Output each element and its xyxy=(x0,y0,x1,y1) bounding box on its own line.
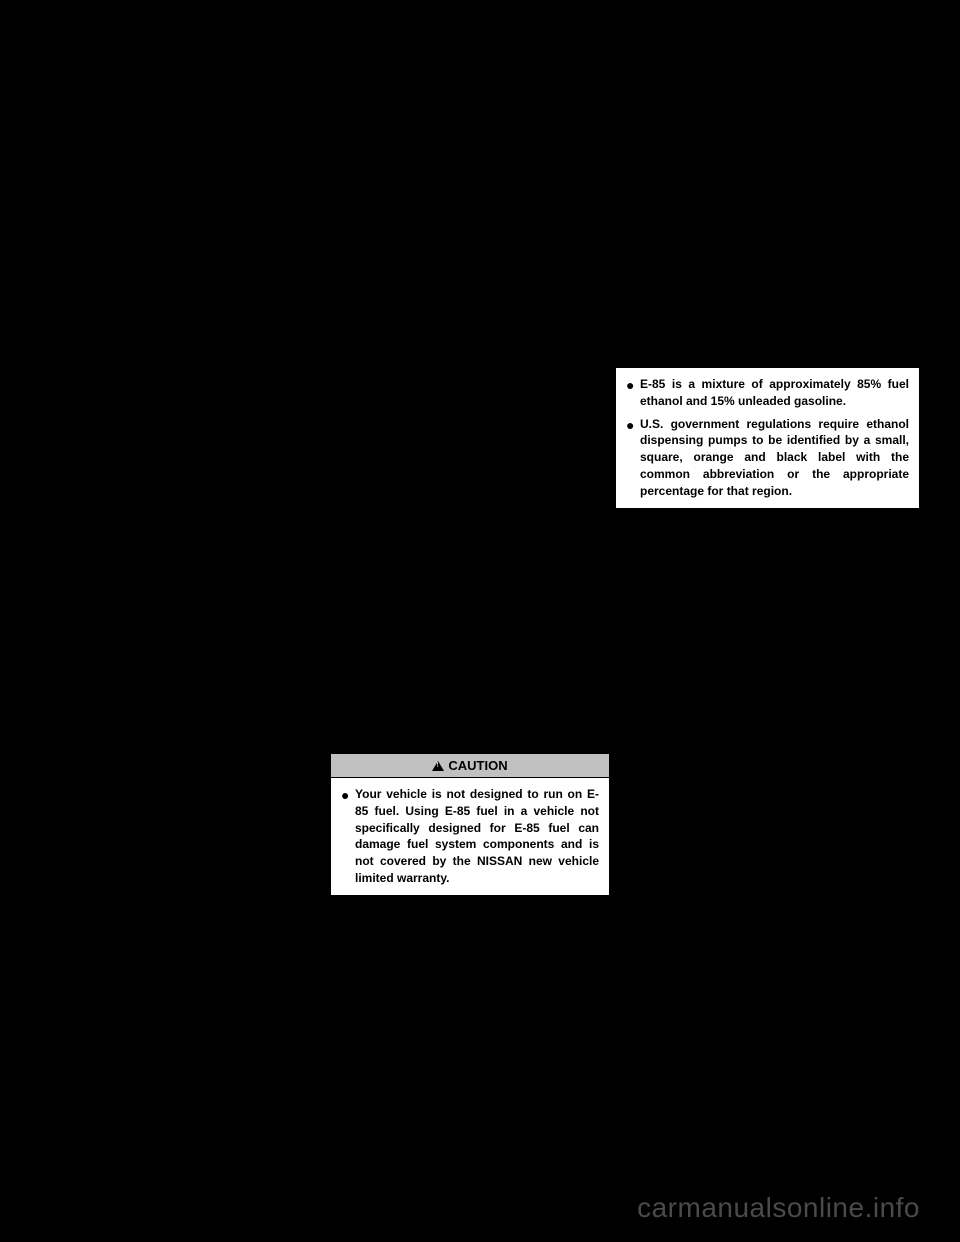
watermark-text: carmanualsonline.info xyxy=(637,1192,920,1224)
note-text-2: U.S. government regulations require etha… xyxy=(640,416,909,500)
caution-item: ● Your vehicle is not designed to run on… xyxy=(341,786,599,887)
warning-triangle-icon xyxy=(432,761,444,771)
note-item-1: ● E-85 is a mixture of approximately 85%… xyxy=(626,376,909,410)
bullet-icon: ● xyxy=(626,416,640,500)
caution-box: CAUTION ● Your vehicle is not designed t… xyxy=(330,753,610,896)
bullet-icon: ● xyxy=(341,786,355,887)
notes-box: ● E-85 is a mixture of approximately 85%… xyxy=(615,367,920,509)
caution-header: CAUTION xyxy=(331,754,609,778)
caution-text: Your vehicle is not designed to run on E… xyxy=(355,786,599,887)
note-item-2: ● U.S. government regulations require et… xyxy=(626,416,909,500)
note-text-1: E-85 is a mixture of approximately 85% f… xyxy=(640,376,909,410)
caution-body: ● Your vehicle is not designed to run on… xyxy=(331,778,609,895)
caution-label: CAUTION xyxy=(448,758,507,773)
bullet-icon: ● xyxy=(626,376,640,410)
